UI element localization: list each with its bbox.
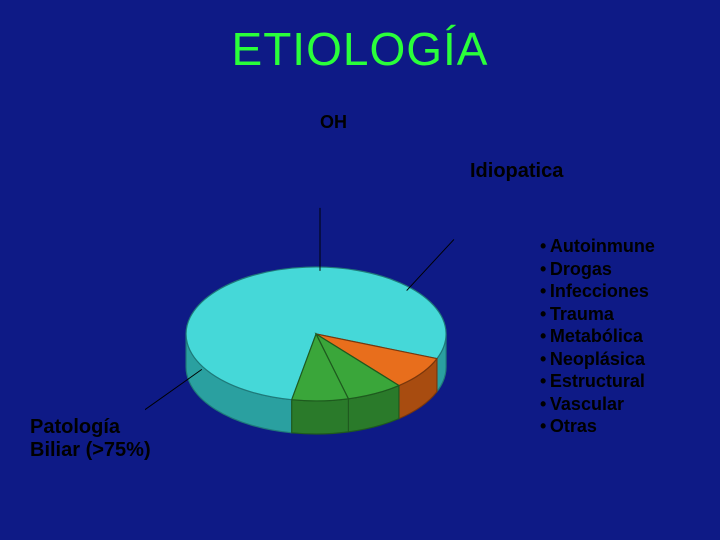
page-title: ETIOLOGÍA [0, 22, 720, 76]
bullet-item: • Neoplásica [540, 348, 655, 371]
pie-chart [145, 200, 495, 460]
bullet-item: • Drogas [540, 258, 655, 281]
label-biliar: Patología Biliar (>75%) [30, 416, 151, 462]
bullet-item: • Otras [540, 415, 655, 438]
label-oh: OH [320, 112, 347, 133]
bullet-item: • Metabólica [540, 325, 655, 348]
pie-side-otras [292, 399, 349, 434]
bullet-item: • Autoinmune [540, 235, 655, 258]
bullet-item: • Vascular [540, 393, 655, 416]
label-idiopatica: Idiopatica [470, 160, 563, 183]
label-biliar-line1: Patología [30, 416, 120, 438]
callout-idiopatica [407, 239, 454, 290]
label-biliar-line2: Biliar (>75%) [30, 439, 151, 461]
bullet-item: • Trauma [540, 303, 655, 326]
bullet-item: • Infecciones [540, 280, 655, 303]
bullet-item: • Estructural [540, 370, 655, 393]
bullet-list: • Autoinmune• Drogas• Infecciones• Traum… [540, 235, 655, 438]
